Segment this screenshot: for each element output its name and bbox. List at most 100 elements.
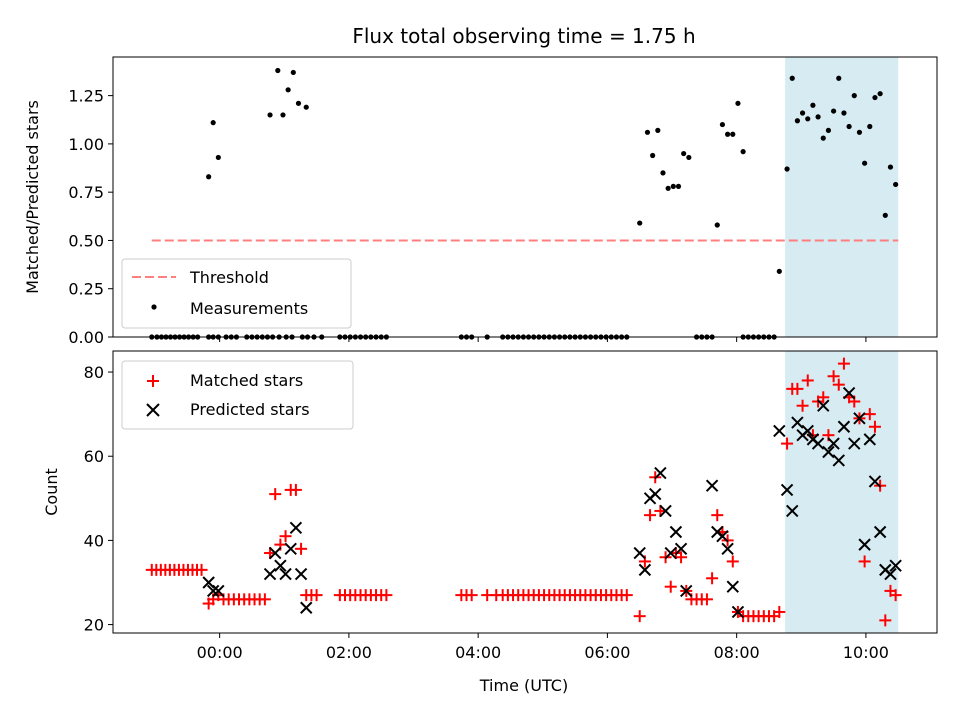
predicted-point xyxy=(822,445,835,459)
measurement-point xyxy=(776,268,782,274)
predicted-point xyxy=(274,559,287,572)
predicted-point xyxy=(726,580,739,593)
bottom-plot-frame xyxy=(112,350,938,634)
bottom-highlight-span xyxy=(785,351,899,633)
measurement-point xyxy=(210,120,216,126)
matched-point xyxy=(796,399,809,412)
top-plot-frame xyxy=(112,56,938,338)
matched-point xyxy=(310,589,323,602)
legend-predicted-swatch xyxy=(146,403,160,417)
bottom-y-axis-label: Count xyxy=(42,468,61,516)
predicted-point xyxy=(669,525,683,539)
top-legend-box xyxy=(121,258,352,329)
x-axis-label: Time (UTC) xyxy=(479,676,568,695)
measurement-point xyxy=(665,185,671,191)
measurement-point xyxy=(856,129,863,135)
matched-point xyxy=(879,614,892,627)
x-tick-label: 06:00 xyxy=(584,643,630,662)
predicted-point xyxy=(263,567,277,581)
predicted-point xyxy=(721,542,734,556)
measurement-point xyxy=(877,91,883,97)
predicted-point xyxy=(300,601,313,614)
predicted-point xyxy=(664,546,677,560)
predicted-point xyxy=(842,386,856,400)
predicted-point xyxy=(853,412,866,425)
predicted-point xyxy=(801,424,814,438)
matched-point xyxy=(675,551,688,564)
measurement-point xyxy=(644,129,651,135)
top-legend: Threshold Measurements xyxy=(121,258,352,329)
measurement-point xyxy=(275,67,281,74)
measurement-point xyxy=(815,114,821,120)
measurement-point xyxy=(725,131,731,137)
x-tick-label: 02:00 xyxy=(326,643,372,662)
matched-point xyxy=(726,555,739,568)
predicted-point xyxy=(206,584,220,598)
measurement-point xyxy=(719,121,726,128)
top-y-tick-label: 0.25 xyxy=(68,280,104,299)
predicted-point xyxy=(791,416,804,429)
top-panel: 0.00 0.25 0.50 0.75 1.00 1.25 Matched/Predict… xyxy=(23,56,938,347)
predicted-point xyxy=(649,487,662,501)
measurement-point xyxy=(215,154,221,161)
predicted-point xyxy=(680,584,693,598)
predicted-point xyxy=(858,538,871,551)
matched-point xyxy=(889,589,902,602)
measurement-point xyxy=(882,212,888,218)
top-y-axis-label: Matched/Predicted stars xyxy=(23,100,42,294)
legend-matched-swatch xyxy=(147,375,159,387)
bottom-y-ticks: 20 40 60 80 xyxy=(84,363,113,635)
measurement-point xyxy=(789,75,795,81)
top-y-tick-label: 0.75 xyxy=(68,183,104,202)
bottom-legend-box xyxy=(121,360,354,430)
measurement-point xyxy=(285,87,291,93)
measurement-point xyxy=(851,93,857,99)
measurement-point xyxy=(820,135,826,141)
predicted-point xyxy=(212,584,225,598)
predicted-point xyxy=(837,420,851,433)
measurement-point xyxy=(681,150,687,157)
measurement-point xyxy=(805,116,811,122)
matched-point xyxy=(289,483,302,496)
measurement-point xyxy=(887,164,894,170)
measurement-point xyxy=(660,170,666,176)
x-tick-label: 10:00 xyxy=(843,643,889,662)
matched-point xyxy=(644,509,657,522)
matched-point xyxy=(863,408,876,421)
predicted-point xyxy=(674,542,688,556)
measurement-point xyxy=(686,154,692,161)
x-tick-label: 08:00 xyxy=(714,643,760,662)
predicted-point xyxy=(780,483,794,497)
predicted-point xyxy=(638,563,652,577)
predicted-point xyxy=(705,479,719,492)
predicted-point xyxy=(811,437,825,450)
top-y-tick-label: 1.00 xyxy=(68,135,104,154)
measurement-point xyxy=(206,174,212,180)
measurement-point xyxy=(650,152,656,159)
measurement-point xyxy=(655,127,661,133)
top-highlight-span xyxy=(785,57,899,337)
legend-matched-label: Matched stars xyxy=(190,371,303,390)
legend-measurements-swatch xyxy=(151,304,157,310)
measurement-point xyxy=(810,102,816,108)
measurement-point xyxy=(841,110,847,116)
measurement-point xyxy=(893,181,899,188)
measurement-point xyxy=(637,220,643,226)
legend-predicted-label: Predicted stars xyxy=(190,400,310,419)
x-tick-label: 00:00 xyxy=(197,643,243,662)
bottom-y-tick-label: 80 xyxy=(84,363,104,382)
matched-point xyxy=(380,589,393,602)
matched-points xyxy=(145,357,902,627)
matched-point xyxy=(706,572,719,585)
matched-point xyxy=(827,370,840,383)
measurement-point xyxy=(675,183,682,189)
predicted-point xyxy=(284,542,297,556)
predicted-point xyxy=(889,559,902,572)
predicted-point xyxy=(716,529,729,543)
matched-point xyxy=(633,610,646,623)
predicted-point xyxy=(873,525,887,539)
predicted-point xyxy=(863,433,876,446)
predicted-point xyxy=(731,605,745,619)
measurement-point xyxy=(714,222,720,228)
